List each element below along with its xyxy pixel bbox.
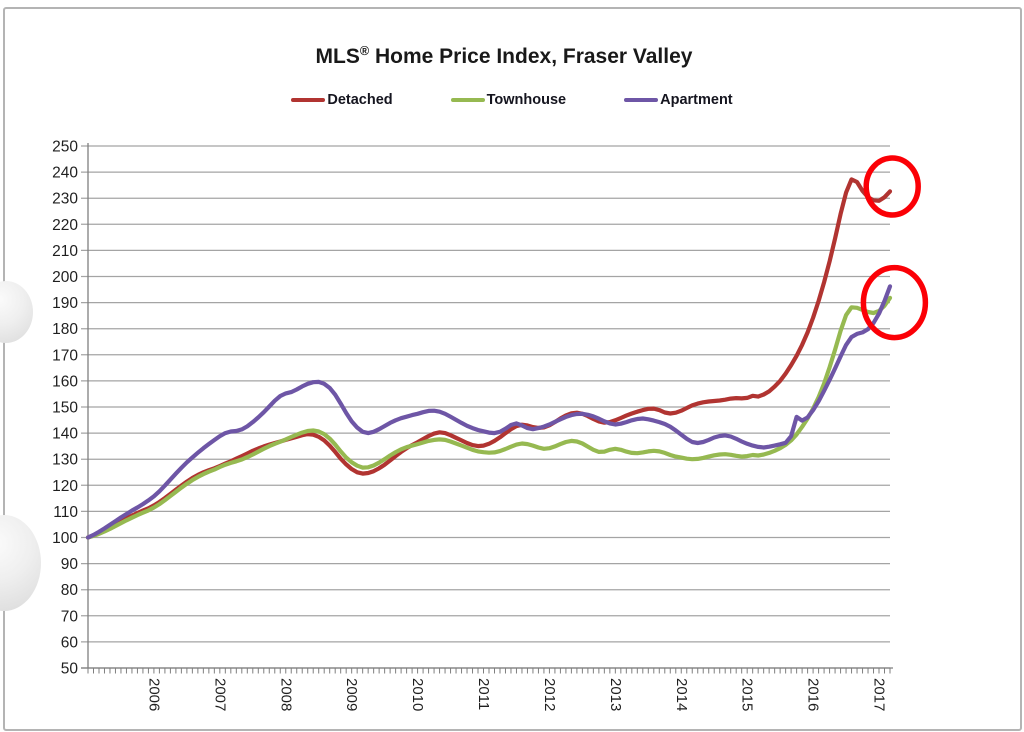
legend-item-townhouse: Townhouse [450,92,567,108]
svg-text:130: 130 [52,452,78,469]
legend-label-townhouse: Townhouse [486,92,567,108]
svg-text:2009: 2009 [343,678,360,711]
legend-item-detached: Detached [291,92,393,108]
chart-title-text: MLS [315,45,360,68]
svg-text:2017: 2017 [871,678,888,711]
svg-text:190: 190 [52,295,78,312]
chart-title-rest: Home Price Index, Fraser Valley [369,45,693,68]
svg-text:2010: 2010 [409,678,426,711]
legend-item-apartment: Apartment [624,92,733,108]
gridlines [81,145,890,669]
svg-text:180: 180 [52,321,78,338]
svg-text:240: 240 [52,165,78,182]
document-page [0,7,1022,731]
svg-text:150: 150 [52,400,78,417]
svg-text:2014: 2014 [673,678,690,711]
x-axis-year-labels: 2006 2007 2008 2009 2010 2011 2012 2013 2014 2015… [145,678,887,711]
series-line-apartment [85,284,893,540]
detached-line-swatch-icon [291,97,326,103]
apartment-line-swatch-icon [624,97,659,103]
svg-text:210: 210 [52,243,78,260]
legend-label-detached: Detached [327,92,393,108]
series-line-townhouse [85,295,893,540]
townhouse-apartment-endpoint-circle [860,264,929,341]
svg-text:160: 160 [52,373,78,390]
svg-text:140: 140 [52,426,78,443]
svg-text:250: 250 [52,139,78,156]
detached-endpoint-circle [863,155,921,218]
svg-text:100: 100 [52,530,78,547]
svg-text:220: 220 [52,217,78,234]
chart-legend: Detached Townhouse Apartment [0,92,1024,108]
svg-text:110: 110 [53,504,78,521]
svg-text:80: 80 [61,582,79,599]
y-axis-labels: 250 240 230 220 210 200 190 180 170 160 150 140 130 1… [52,139,78,678]
svg-text:70: 70 [61,608,79,625]
townhouse-line-swatch-icon [450,97,485,103]
series-line-detached [85,177,893,540]
svg-text:60: 60 [61,634,79,651]
svg-text:2015: 2015 [739,678,756,711]
svg-text:2012: 2012 [541,678,558,711]
svg-text:90: 90 [61,556,79,573]
svg-text:170: 170 [52,347,78,364]
svg-text:200: 200 [52,269,78,286]
x-axis-month-ticks [87,668,891,674]
svg-text:2008: 2008 [277,678,294,711]
svg-text:50: 50 [61,661,79,678]
svg-text:2006: 2006 [145,678,162,711]
svg-text:230: 230 [52,191,78,208]
registered-trademark-symbol: ® [359,44,370,58]
svg-text:2016: 2016 [805,678,822,711]
chart-title: MLS® Home Price Index, Fraser Valley [0,44,1008,69]
svg-text:2013: 2013 [607,678,624,711]
svg-text:120: 120 [52,478,78,495]
svg-text:2011: 2011 [475,678,492,710]
svg-text:2007: 2007 [211,678,228,711]
legend-label-apartment: Apartment [660,92,733,108]
